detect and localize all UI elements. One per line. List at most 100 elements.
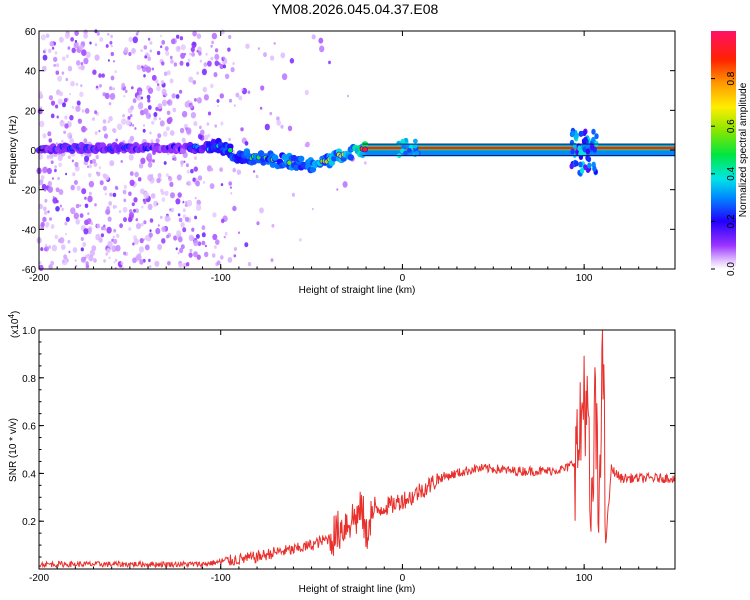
- noise-speckle: [177, 236, 183, 243]
- noise-speckle: [88, 173, 92, 178]
- noise-speckle: [319, 45, 325, 53]
- noise-speckle: [138, 90, 143, 96]
- noise-speckle: [188, 252, 193, 258]
- noise-speckle: [186, 169, 190, 174]
- noise-speckle: [144, 244, 150, 251]
- noise-speckle: [201, 240, 206, 246]
- noise-speckle: [151, 67, 154, 71]
- noise-speckle: [154, 260, 160, 267]
- noise-speckle: [156, 50, 161, 56]
- noise-speckle: [112, 60, 116, 63]
- spectrogram-panel: -200 -100 0 100 60 40 20 0 -20 -40 -60 Height of …: [8, 27, 676, 296]
- noise-speckle: [122, 114, 125, 118]
- noise-speckle: [192, 177, 196, 182]
- noise-speckle: [280, 52, 286, 59]
- noise-speckle: [128, 191, 132, 197]
- noise-speckle: [247, 262, 252, 267]
- noise-speckle: [179, 36, 184, 41]
- noise-speckle: [147, 162, 153, 168]
- noise-speckle: [112, 238, 118, 245]
- noise-speckle: [230, 192, 233, 195]
- noise-speckle: [140, 188, 145, 194]
- noise-speckle: [232, 205, 237, 212]
- noise-speckle: [336, 188, 339, 191]
- noise-speckle: [247, 90, 251, 94]
- noise-speckle: [72, 247, 78, 253]
- noise-speckle: [61, 71, 65, 75]
- noise-speckle: [96, 223, 101, 229]
- noise-speckle: [129, 114, 133, 118]
- noise-speckle: [217, 104, 219, 108]
- noise-speckle: [140, 96, 144, 100]
- noise-speckle: [55, 187, 60, 193]
- noise-speckle: [185, 163, 189, 168]
- noise-speckle: [328, 60, 331, 65]
- noise-speckle: [65, 77, 69, 82]
- noise-speckle: [125, 119, 131, 126]
- noise-speckle: [67, 155, 71, 159]
- snr-y-ticks: 0.2 0.4 0.6 0.8 1.0: [22, 326, 675, 558]
- noise-speckle: [81, 109, 85, 113]
- noise-speckle: [203, 94, 209, 101]
- noise-speckle: [190, 112, 196, 119]
- noise-speckle: [49, 153, 54, 159]
- noise-speckle: [116, 233, 120, 238]
- noise-speckle: [157, 244, 163, 251]
- noise-speckle: [244, 141, 249, 146]
- noise-speckle: [181, 110, 188, 118]
- noise-speckle: [50, 100, 56, 106]
- noise-speckle: [175, 198, 181, 205]
- y-tick-label: -60: [22, 265, 37, 276]
- noise-speckle: [199, 59, 202, 63]
- noise-speckle: [123, 251, 127, 256]
- noise-speckle: [220, 255, 224, 260]
- noise-speckle: [109, 160, 115, 167]
- noise-speckle: [160, 45, 163, 49]
- noise-speckle: [182, 227, 187, 233]
- noise-speckle: [98, 166, 102, 170]
- noise-speckle: [164, 46, 169, 52]
- noise-speckle: [54, 234, 59, 240]
- noise-speckle: [110, 44, 113, 48]
- noise-speckle: [121, 82, 126, 88]
- noise-speckle: [114, 185, 118, 190]
- noise-speckle: [99, 84, 102, 88]
- noise-speckle: [210, 44, 213, 48]
- noise-speckle: [145, 234, 150, 241]
- noise-speckle: [136, 223, 141, 230]
- noise-speckle: [58, 189, 64, 195]
- noise-speckle: [180, 244, 185, 250]
- noise-speckle: [62, 56, 66, 61]
- noise-speckle: [175, 247, 178, 251]
- noise-speckle: [74, 30, 79, 36]
- noise-speckle: [109, 40, 113, 45]
- noise-speckle: [178, 217, 183, 223]
- noise-speckle: [40, 247, 44, 252]
- noise-speckle: [129, 209, 133, 214]
- noise-speckle: [38, 203, 43, 210]
- noise-speckle: [181, 137, 186, 143]
- noise-speckle: [54, 165, 57, 169]
- noise-speckle: [149, 131, 152, 135]
- noise-speckle: [291, 192, 295, 197]
- noise-speckle: [177, 192, 182, 198]
- x-tick-label: 100: [576, 573, 593, 584]
- y-tick-label: 0.2: [22, 517, 36, 528]
- noise-speckle: [92, 117, 95, 121]
- noise-speckle: [143, 238, 146, 241]
- noise-speckle: [163, 161, 167, 165]
- snr-multiplier-close: ): [10, 311, 21, 314]
- noise-speckle: [46, 155, 50, 160]
- figure-title: YM08.2026.045.04.37.E08: [272, 1, 439, 17]
- noise-speckle: [153, 116, 157, 121]
- noise-speckle: [193, 121, 198, 127]
- x-tick-label: 100: [576, 273, 593, 284]
- noise-speckle: [141, 65, 144, 69]
- noise-speckle: [194, 215, 198, 220]
- noise-speckle: [153, 200, 159, 207]
- noise-speckle: [153, 112, 158, 117]
- noise-speckle: [114, 70, 117, 74]
- noise-speckle: [190, 104, 193, 109]
- x-tick-label: 0: [400, 573, 406, 584]
- noise-speckle: [210, 83, 214, 89]
